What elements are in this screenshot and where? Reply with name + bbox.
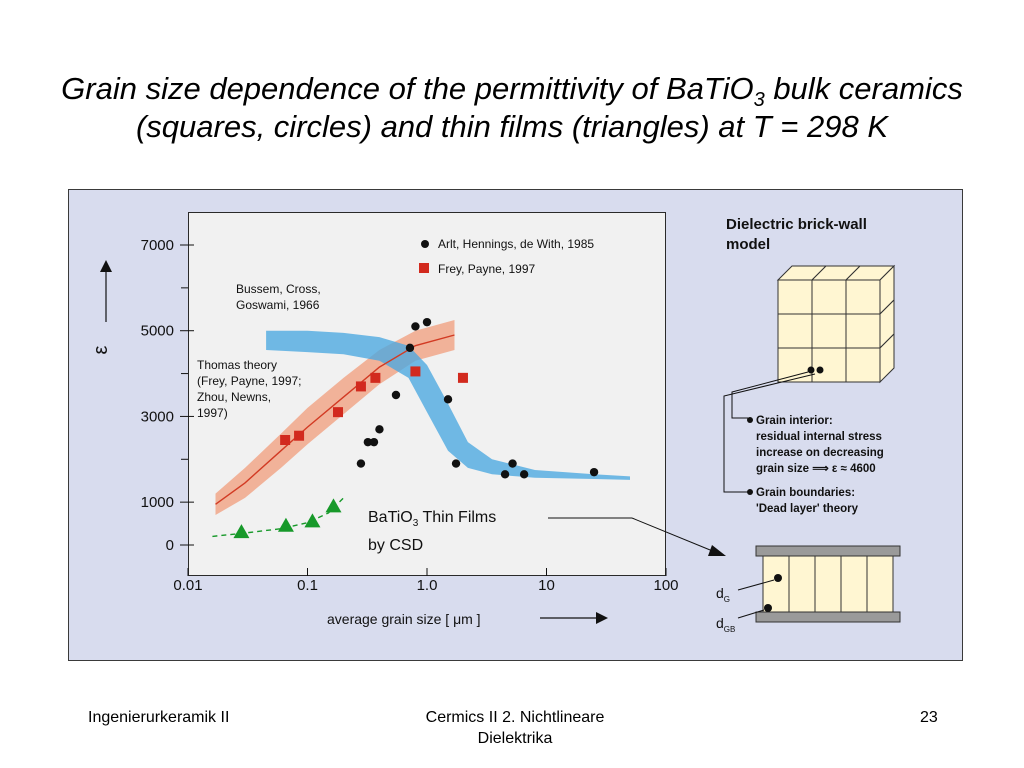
model-title: model xyxy=(726,236,770,253)
x-tick-label: 0.01 xyxy=(173,577,202,594)
frey-data-point xyxy=(370,372,381,383)
bussem-band xyxy=(266,330,630,480)
arlt-data-point xyxy=(363,437,373,447)
brick-cell xyxy=(811,347,847,383)
thin-films-label-line2: by CSD xyxy=(368,537,423,554)
arlt-data-point xyxy=(508,459,517,468)
model-note: increase on decreasing xyxy=(756,447,884,459)
thomas-annotation: Thomas theory xyxy=(197,358,277,372)
x-tick-label: 100 xyxy=(653,577,678,594)
model-note: Grain interior: xyxy=(756,415,833,427)
footer-page-number: 23 xyxy=(920,709,938,726)
footer-topic: Cermics II 2. Nichtlineare Dielektrika xyxy=(425,709,605,747)
brick-cell xyxy=(777,279,813,315)
arlt-data-point xyxy=(391,390,401,400)
brick-cell xyxy=(845,313,881,349)
arlt-data-point xyxy=(443,395,453,404)
arlt-data-point xyxy=(519,470,529,479)
y-tick-label: 5000 xyxy=(141,323,174,340)
model-note: 'Dead layer' theory xyxy=(756,503,859,515)
y-tick-label: 1000 xyxy=(141,494,174,511)
thin-film-data-point xyxy=(325,498,342,513)
frey-data-point xyxy=(457,372,468,383)
electrode-bottom xyxy=(755,611,901,623)
title-line2: (squares, circles) and thin films (trian… xyxy=(135,109,889,144)
thin-films-pointer xyxy=(631,517,716,553)
thomas-annotation: 1997) xyxy=(197,406,228,420)
arlt-data-point xyxy=(369,437,379,447)
thomas-annotation: (Frey, Payne, 1997; xyxy=(197,374,302,388)
grain-marker xyxy=(807,366,815,374)
frey-data-point xyxy=(355,381,366,392)
thin-films-label: BaTiO3 Thin Films xyxy=(368,509,496,529)
film-leader xyxy=(737,609,765,619)
model-leader-line xyxy=(723,373,816,493)
thin-film-data-point xyxy=(304,513,321,528)
frey-data-point xyxy=(294,430,305,441)
arlt-data-point xyxy=(411,322,420,331)
thin-film-data-point xyxy=(233,524,250,539)
x-tick-label: 1.0 xyxy=(417,577,438,594)
model-note: grain size ⟹ ε ≈ 4600 xyxy=(756,463,876,475)
model-note: Grain boundaries: xyxy=(756,487,855,499)
note-bullet xyxy=(747,489,753,495)
frey-data-point xyxy=(410,366,421,377)
brick-cell xyxy=(811,313,847,349)
model-leader-line xyxy=(731,371,809,419)
footer-course: Ingenierurkeramik II xyxy=(88,709,230,726)
brick-cell xyxy=(845,347,881,383)
arlt-data-point xyxy=(422,317,432,327)
arlt-data-point xyxy=(405,343,415,353)
film-marker xyxy=(774,574,782,582)
thin-film-data-point xyxy=(277,517,294,532)
arlt-data-point xyxy=(589,467,599,477)
y-axis-arrowhead xyxy=(100,260,112,272)
title-line1: Grain size dependence of the permittivit… xyxy=(61,71,963,112)
brick-cell xyxy=(811,279,847,315)
y-tick-label: 0 xyxy=(166,537,174,554)
arlt-data-point xyxy=(356,459,366,468)
arlt-data-point xyxy=(451,459,461,468)
y-axis-label: ε xyxy=(90,345,112,354)
brick-cell xyxy=(845,279,881,315)
thin-films-pointer-head xyxy=(708,545,726,556)
grain-marker xyxy=(816,366,824,374)
bussem-annotation: Bussem, Cross, xyxy=(236,282,321,296)
arlt-data-point xyxy=(500,470,510,479)
bussem-annotation: Goswami, 1966 xyxy=(236,298,320,312)
electrode-top xyxy=(755,545,901,557)
legend-marker-frey xyxy=(419,263,429,273)
x-axis-arrowhead xyxy=(596,612,608,624)
model-note: residual internal stress xyxy=(756,431,882,443)
thomas-annotation: Zhou, Newns, xyxy=(197,390,271,404)
brick-cell xyxy=(777,313,813,349)
thickness-label: dG xyxy=(716,585,730,604)
y-tick-label: 3000 xyxy=(141,408,174,425)
film-leader xyxy=(737,579,775,591)
model-title: Dielectric brick-wall xyxy=(726,216,867,233)
arlt-data-point xyxy=(375,425,384,434)
note-bullet xyxy=(747,417,753,423)
x-axis-label: average grain size [ μm ] xyxy=(327,611,481,627)
brick-cell xyxy=(777,347,813,383)
film-layer xyxy=(762,555,894,613)
frey-data-point xyxy=(333,407,344,418)
frey-data-point xyxy=(280,435,291,445)
x-tick-label: 0.1 xyxy=(297,577,318,594)
x-tick-label: 10 xyxy=(538,577,555,594)
legend-label-arlt: Arlt, Hennings, de With, 1985 xyxy=(438,237,594,251)
film-marker xyxy=(764,604,772,612)
legend-label-frey: Frey, Payne, 1997 xyxy=(438,262,535,276)
thickness-label: dGB xyxy=(716,615,735,634)
y-tick-label: 7000 xyxy=(141,237,174,254)
slide-title: Grain size dependence of the permittivit… xyxy=(0,70,1024,146)
legend-marker-arlt xyxy=(421,240,429,248)
brick-side xyxy=(879,332,895,384)
